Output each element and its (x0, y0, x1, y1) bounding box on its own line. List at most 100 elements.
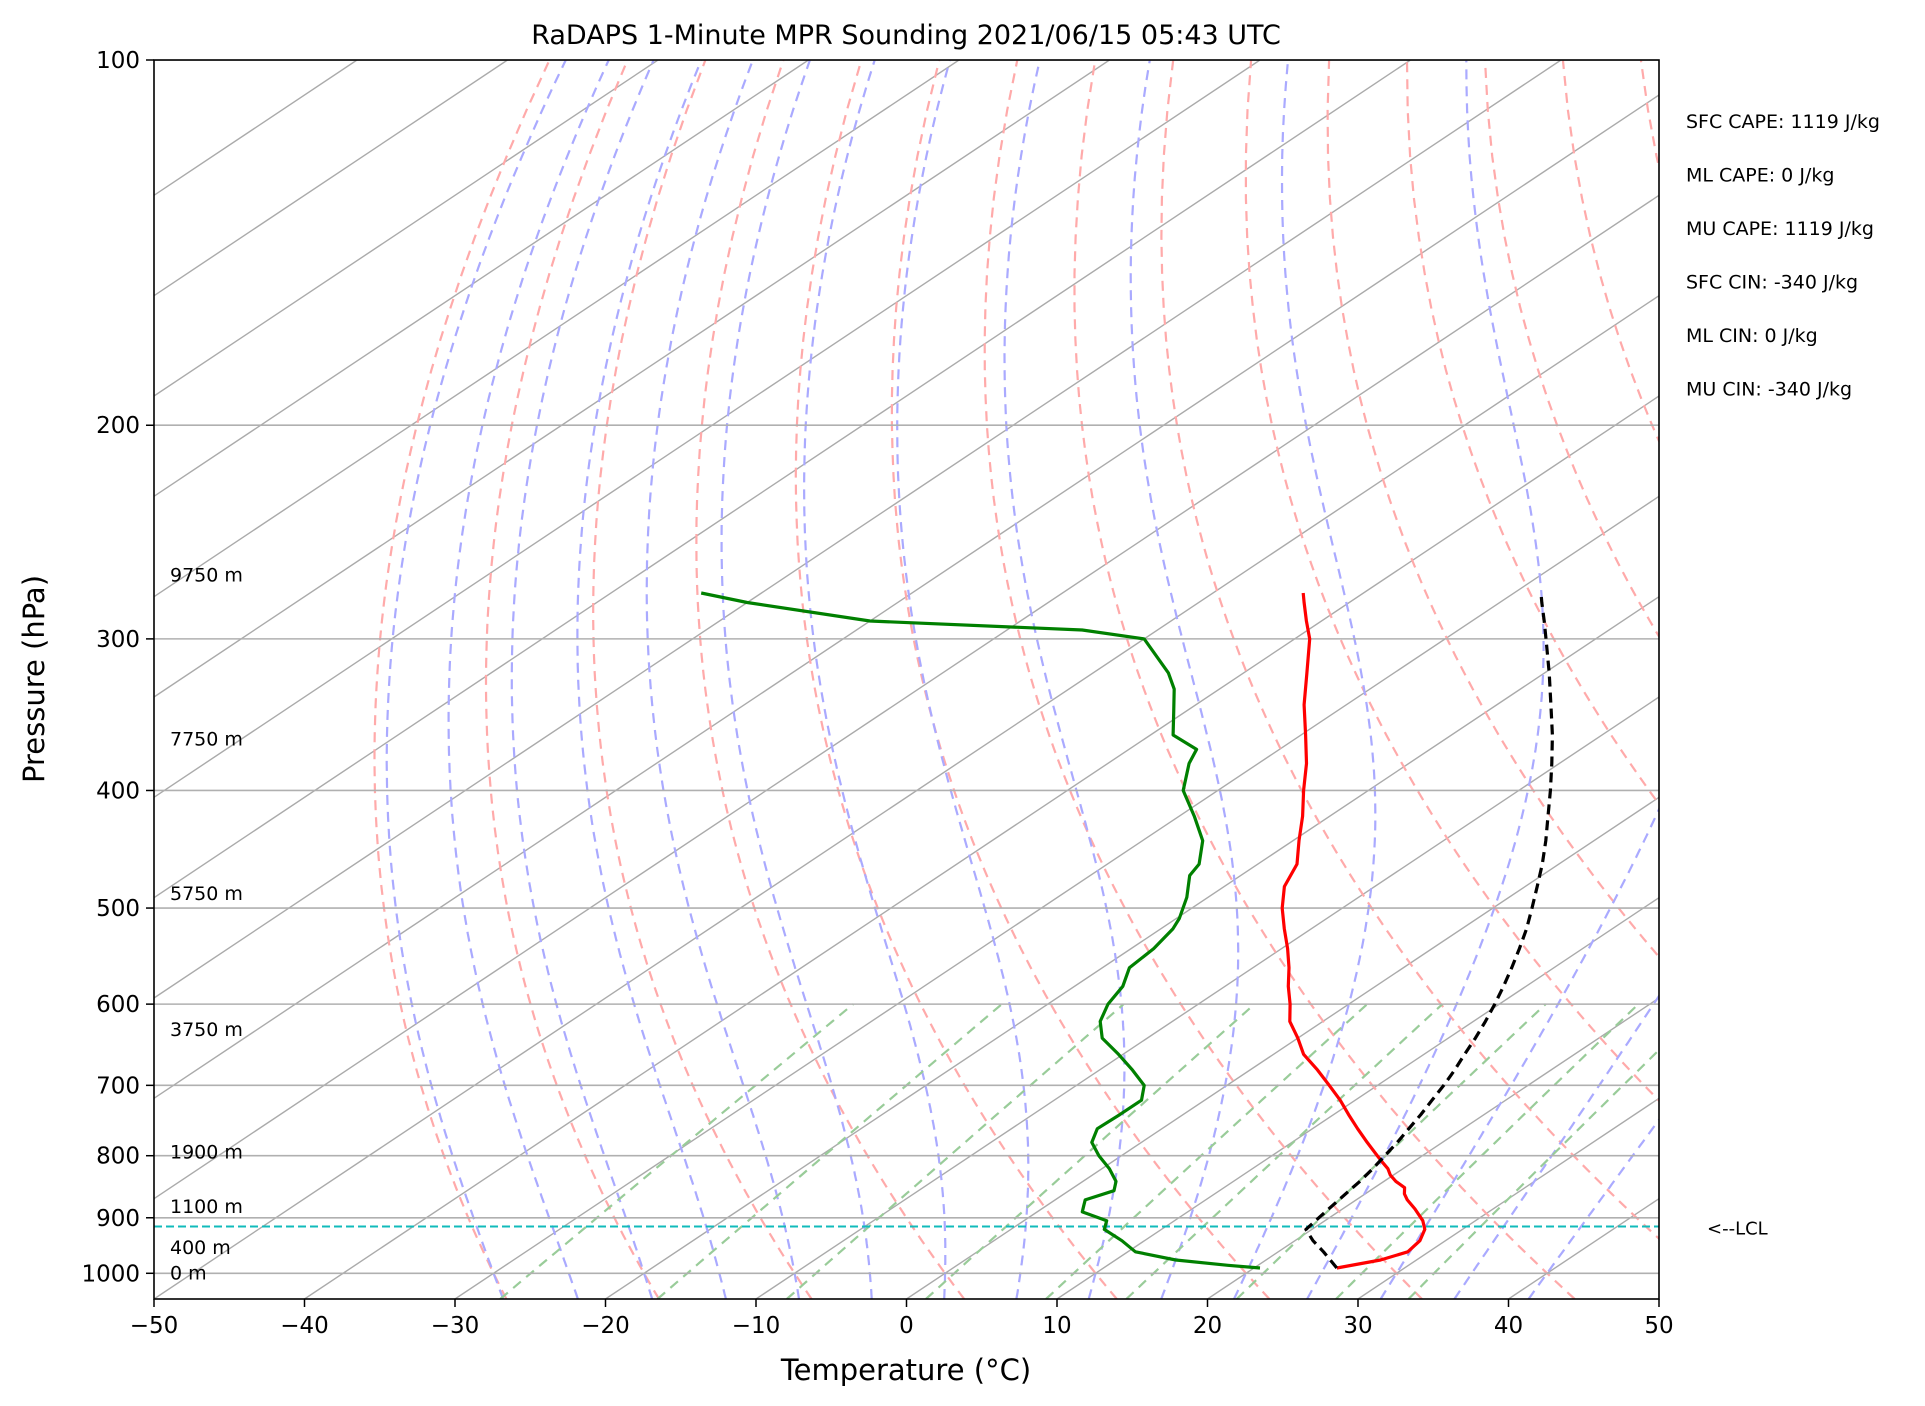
y-tick-label: 900 (96, 1206, 140, 1232)
height-label: 3750 m (170, 1019, 243, 1041)
x-tick-label: 10 (1042, 1313, 1071, 1339)
moist-adiabat (1003, 60, 1126, 1299)
y-tick-label: 600 (96, 992, 140, 1018)
background-lines (154, 60, 1925, 1299)
isotherm (154, 60, 960, 598)
moist-adiabat (645, 60, 801, 1299)
dry-adiabat (794, 60, 1118, 1299)
x-tick-label: 20 (1193, 1313, 1222, 1339)
dry-adiabat (1160, 60, 1659, 1241)
height-label: 9750 m (170, 565, 243, 587)
axis-ticks: −50 −40 −30 −20 −10 0 10 20 30 40 50 100 200 300 400 50… (81, 48, 1673, 1339)
isotherm (154, 60, 659, 397)
dry-adiabat (1561, 60, 1659, 444)
moist-adiabat (385, 60, 567, 1299)
y-tick-label: 1000 (81, 1261, 140, 1287)
stability-annotation: MU CAPE: 1119 J/kg (1686, 218, 1874, 240)
height-label: 1900 m (170, 1141, 243, 1163)
moist-adiabat (447, 60, 610, 1299)
dry-adiabat (1719, 60, 1925, 1299)
isotherm (1508, 1197, 1659, 1299)
pressure-gridlines (154, 60, 1659, 1275)
dry-adiabat (695, 60, 966, 1299)
y-tick-label: 300 (96, 627, 140, 653)
moist-adiabat (1453, 993, 1659, 1299)
isotherm (1357, 1097, 1659, 1299)
dry-adiabat (983, 60, 1423, 1299)
dry-adiabat (1639, 60, 1659, 173)
moist-adiabat (1233, 60, 1377, 1299)
height-label: 1100 m (170, 1196, 243, 1218)
chart-title: RaDAPS 1-Minute MPR Sounding 2021/06/15 … (531, 20, 1281, 51)
moist-adiabat (1527, 1117, 1659, 1299)
dry-adiabat (1326, 60, 1659, 959)
stability-annotation: SFC CIN: -340 J/kg (1686, 272, 1858, 294)
height-label: 400 m (170, 1237, 231, 1259)
x-tick-label: 50 (1644, 1313, 1673, 1339)
isotherm (154, 294, 1659, 1299)
dewpoint-profile (700, 591, 1261, 1270)
dry-adiabat (1405, 60, 1659, 806)
x-tick-label: −30 (431, 1313, 480, 1339)
y-axis-label: Pressure (hPa) (17, 575, 51, 783)
isotherm (154, 60, 358, 197)
isotherm (154, 60, 1562, 999)
y-tick-label: 800 (96, 1144, 140, 1170)
isotherm (154, 60, 508, 297)
mixing-ratio-line (1045, 1003, 1369, 1299)
isotherm (1207, 997, 1659, 1299)
dry-adiabat (1483, 60, 1659, 639)
stability-annotation: ML CAPE: 0 J/kg (1686, 165, 1834, 187)
isotherm (154, 60, 809, 498)
dry-adiabat (1244, 60, 1659, 1103)
x-tick-label: −20 (581, 1313, 630, 1339)
stability-annotation: MU CIN: -340 J/kg (1686, 379, 1852, 401)
height-labels: 0 m 400 m 1100 m 1900 m 3750 m 5750 m 7750 m 97… (170, 565, 243, 1285)
dry-adiabat (373, 60, 551, 1299)
x-tick-label: −50 (130, 1313, 179, 1339)
dry-adiabat (1797, 60, 1925, 1299)
stability-annotation: SFC CAPE: 1119 J/kg (1686, 111, 1880, 133)
y-tick-label: 400 (96, 778, 140, 804)
mixing-ratio-line (786, 1003, 1125, 1299)
isotherm (906, 796, 1659, 1299)
lcl-label: <--LCL (1707, 1219, 1768, 1240)
temperature-profile (1280, 592, 1427, 1270)
moist-adiabat (1129, 60, 1240, 1299)
isotherm (304, 395, 1659, 1299)
stability-annotations: SFC CAPE: 1119 J/kg ML CAPE: 0 J/kg MU CAP… (1686, 111, 1880, 401)
y-tick-label: 700 (96, 1073, 140, 1099)
isotherm (154, 194, 1659, 1200)
y-tick-label: 500 (96, 896, 140, 922)
moist-adiabat (896, 60, 1030, 1299)
dry-adiabat (484, 60, 660, 1299)
x-tick-label: 0 (899, 1313, 914, 1339)
height-label: 5750 m (170, 883, 243, 905)
stability-annotation: ML CIN: 0 J/kg (1686, 325, 1818, 347)
isotherm (154, 60, 1411, 899)
x-tick-label: −10 (732, 1313, 781, 1339)
isotherm (154, 60, 1261, 799)
moist-adiabat (720, 60, 873, 1299)
dry-adiabat (592, 60, 813, 1299)
isotherm (454, 495, 1659, 1299)
isotherm (755, 696, 1659, 1299)
isotherm (605, 595, 1659, 1299)
dry-adiabat (1875, 60, 1925, 1299)
height-label: 7750 m (170, 728, 243, 750)
x-tick-label: −40 (280, 1313, 329, 1339)
moist-adiabat (576, 60, 727, 1299)
profile-lines (700, 591, 1554, 1270)
mixing-ratio-line (499, 1003, 854, 1299)
x-axis-label: Temperature (°C) (780, 1353, 1031, 1387)
isotherm (1056, 896, 1659, 1299)
moist-adiabat (1379, 806, 1659, 1299)
x-tick-label: 30 (1343, 1313, 1372, 1339)
mixing-ratio-line (1335, 1003, 1640, 1299)
mixing-ratio-line (925, 1003, 1256, 1299)
mixing-ratio-line (656, 1003, 1003, 1299)
isotherm (154, 94, 1659, 1100)
x-tick-label: 40 (1494, 1313, 1523, 1339)
dry-adiabat (890, 60, 1271, 1299)
moist-adiabat (1306, 60, 1545, 1299)
